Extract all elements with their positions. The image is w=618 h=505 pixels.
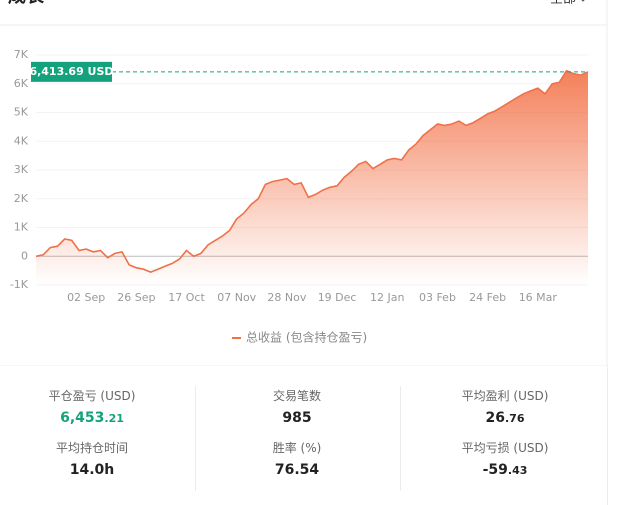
stat-value-main: 14.0h (69, 462, 115, 478)
dropdown-caret (581, 0, 585, 2)
stat-label: 平均持仓时间 (55, 441, 128, 455)
stat-value-main: -59 (482, 462, 508, 478)
column-divider (195, 386, 196, 491)
stat: 胜率 (%) 76.54 (197, 439, 397, 478)
stat-value-main: 26 (485, 410, 505, 426)
legend-label: 总收益 (包含持仓盈亏) (246, 330, 367, 345)
stat-value: 26.76 (405, 410, 605, 426)
stat-label: 交易笔数 (272, 389, 321, 403)
x-tick-label: 24 Feb (469, 291, 506, 304)
y-tick-label: 2K (14, 192, 29, 205)
y-tick-label: 5K (14, 106, 29, 119)
stat: 平仓盈亏 (USD) 6,453.21 (0, 387, 192, 426)
stat-value: -59.43 (405, 462, 605, 478)
stat-value: 6,453.21 (0, 410, 192, 426)
stat-value: 76.54 (197, 462, 397, 478)
x-tick-label: 19 Dec (318, 291, 357, 304)
y-tick-label: 7K (14, 48, 29, 61)
line (35, 69, 589, 273)
stat-value-main: 76.54 (274, 462, 320, 478)
panel-border (607, 366, 608, 505)
stat-value-fraction: .21 (104, 412, 124, 425)
stat-value: 14.0h (0, 462, 192, 478)
y-tick-label: 0 (21, 249, 28, 262)
x-tick-label: 02 Sep (67, 291, 105, 304)
x-tick-label: 26 Sep (117, 291, 155, 304)
stat-label: 平均盈利 (USD) (461, 389, 549, 403)
chart: 成长 全部 -1K 0 1K 2K 3K 4K 5K 6K 7K 02 Sep 26 Sep 17 O… (0, 0, 608, 366)
stat: 交易笔数 985 (197, 387, 397, 426)
current-value-badge (31, 61, 112, 82)
stat-label: 平均亏损 (USD) (461, 441, 549, 455)
stat-value-fraction: .76 (504, 412, 525, 425)
panel-title: 成长 (8, 0, 45, 7)
x-tick-label: 03 Feb (419, 291, 456, 304)
stat-value: 985 (197, 410, 397, 426)
current-value-label: 6,413.69 USD (29, 65, 113, 78)
x-tick-label: 17 Oct (168, 291, 205, 304)
stat-value-main: 6,453 (60, 410, 105, 426)
y-tick-label: -1K (10, 278, 29, 291)
stat-label: 平仓盈亏 (USD) (48, 389, 136, 403)
y-tick-label: 6K (14, 77, 29, 90)
x-tick-label: 12 Jan (370, 291, 404, 304)
x-tick-label: 07 Nov (217, 291, 256, 304)
x-tick-label: 16 Mar (519, 291, 558, 304)
x-tick-label: 28 Nov (267, 291, 306, 304)
stat-label: 胜率 (%) (272, 441, 322, 455)
stat-value-main: 985 (282, 410, 312, 426)
column-divider (400, 386, 401, 491)
y-tick-label: 1K (14, 221, 29, 234)
filter-dropdown[interactable]: 全部 (550, 0, 576, 7)
stat-value-fraction: .43 (507, 464, 528, 477)
stat: 平均盈利 (USD) 26.76 (405, 387, 605, 426)
y-tick-label: 4K (14, 134, 29, 147)
y-tick-label: 3K (14, 163, 29, 176)
stat: 平均亏损 (USD) -59.43 (405, 439, 605, 478)
stat: 平均持仓时间 14.0h (0, 439, 192, 478)
